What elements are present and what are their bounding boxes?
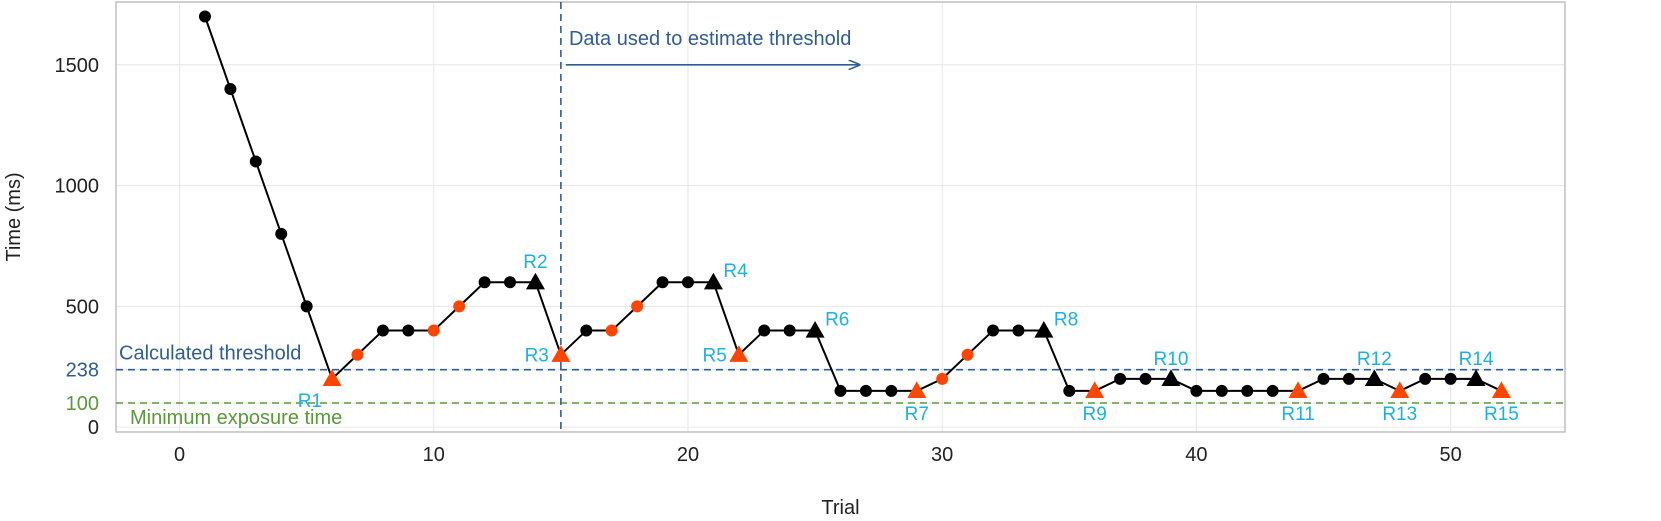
orange-triangle-marker (1491, 381, 1511, 399)
black-circle-marker (1012, 324, 1025, 337)
black-circle-marker (1063, 384, 1076, 397)
orange-circle-marker (605, 324, 618, 337)
black-triangle-marker (1161, 369, 1181, 386)
x-tick-label: 40 (1185, 444, 1207, 466)
orange-triangle-marker (1085, 381, 1105, 399)
black-circle-marker (580, 324, 593, 337)
black-circle-marker (859, 384, 872, 397)
reversal-label: R12 (1357, 349, 1392, 370)
annotations: Data used to estimate threshold (565, 28, 858, 65)
y-axis-title: Time (ms) (3, 172, 25, 261)
plot-frame (115, 1, 1566, 433)
reversal-label: R4 (723, 261, 748, 282)
black-triangle-marker (1034, 321, 1054, 338)
annotation-text: Data used to estimate threshold (569, 28, 851, 50)
orange-circle-marker (453, 300, 466, 313)
black-circle-marker (249, 155, 262, 168)
black-circle-marker (402, 324, 415, 337)
black-circle-marker (783, 324, 796, 337)
y-tick-label: 1000 (55, 176, 100, 198)
reversal-label: R7 (905, 404, 929, 425)
black-circle-marker (656, 276, 669, 289)
series-line (204, 16, 1502, 392)
orange-triangle-marker (1288, 381, 1308, 399)
reversal-label: R5 (703, 346, 727, 367)
y-tick-label: 238 (66, 360, 99, 382)
series-line-group (204, 16, 1502, 392)
orange-triangle-marker (322, 369, 342, 386)
reversal-label: R13 (1382, 404, 1417, 425)
reversal-label: R15 (1484, 404, 1519, 425)
reversal-label: R8 (1054, 310, 1078, 331)
reference-line-label: Minimum exposure time (130, 407, 342, 429)
reversal-label: R2 (523, 252, 547, 273)
black-circle-marker (275, 227, 288, 240)
orange-triangle-marker (907, 381, 927, 399)
reversal-labels: R1 R2 R3 R4 R5 R6 R7 R8 R9 R10 R11 R12 R13 R14 R15 (298, 252, 1519, 425)
black-circle-marker (1215, 384, 1228, 397)
black-circle-marker (376, 324, 389, 337)
x-tick-label: 10 (423, 444, 445, 466)
orange-circle-marker (351, 348, 364, 361)
x-tick-label: 20 (677, 444, 699, 466)
orange-triangle-marker (551, 345, 571, 362)
x-tick-label: 50 (1439, 444, 1461, 466)
orange-circle-marker (961, 348, 974, 361)
reference-lines: Calculated threshold Minimum exposure tim… (116, 2, 1565, 432)
y-tick-label: 100 (66, 393, 99, 415)
reversal-label: R11 (1281, 404, 1314, 425)
markers (198, 10, 1511, 399)
black-circle-marker (478, 276, 491, 289)
x-tick-label: 0 (174, 444, 185, 466)
black-circle-marker (198, 10, 211, 23)
reversal-label: R6 (825, 310, 849, 331)
orange-triangle-marker (729, 345, 749, 362)
black-circle-marker (300, 300, 313, 313)
reference-line-label: Calculated threshold (119, 343, 301, 365)
y-tick-label: 500 (66, 296, 99, 318)
black-circle-marker (1190, 384, 1203, 397)
black-triangle-marker (525, 272, 545, 290)
x-tick-label: 30 (931, 444, 953, 466)
black-circle-marker (1342, 372, 1355, 385)
reversal-label: R1 (298, 391, 322, 412)
black-circle-marker (1266, 384, 1279, 397)
black-circle-marker (1317, 372, 1330, 385)
orange-triangle-marker (1390, 381, 1410, 399)
black-circle-marker (224, 82, 237, 95)
reversal-label: R3 (525, 346, 549, 367)
black-triangle-marker (1364, 369, 1384, 386)
reversal-label: R14 (1459, 349, 1494, 370)
orange-circle-marker (427, 324, 440, 337)
reversal-label: R9 (1083, 404, 1107, 425)
black-triangle-marker (805, 321, 825, 338)
black-circle-marker (834, 384, 847, 397)
y-tick-label: 1500 (55, 55, 100, 77)
black-circle-marker (1114, 372, 1127, 385)
orange-circle-marker (936, 372, 949, 385)
x-axis-title: Trial (821, 497, 859, 519)
black-circle-marker (1419, 372, 1432, 385)
black-triangle-marker (703, 272, 723, 290)
black-circle-marker (885, 384, 898, 397)
black-circle-marker (1241, 384, 1254, 397)
y-tick-label: 0 (88, 417, 99, 439)
black-circle-marker (1139, 372, 1152, 385)
black-circle-marker (1444, 372, 1457, 385)
black-triangle-marker (1466, 369, 1486, 386)
black-circle-marker (987, 324, 1000, 337)
black-circle-marker (504, 276, 517, 289)
reversal-label: R10 (1154, 349, 1189, 370)
black-circle-marker (681, 276, 694, 289)
orange-circle-marker (631, 300, 644, 313)
black-circle-marker (758, 324, 771, 337)
